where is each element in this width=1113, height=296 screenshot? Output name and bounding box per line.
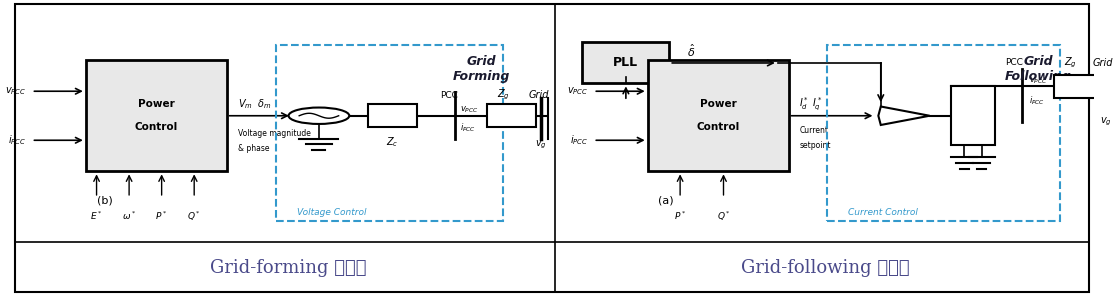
Text: Grid-forming 컴버터: Grid-forming 컴버터 [209, 259, 366, 277]
Text: & phase: & phase [237, 144, 269, 152]
Text: $i_{PCC}$: $i_{PCC}$ [1030, 95, 1045, 107]
FancyBboxPatch shape [648, 60, 789, 171]
Text: Control: Control [135, 123, 178, 133]
Text: $i_{PCC}$: $i_{PCC}$ [8, 133, 26, 147]
Text: $E^*$: $E^*$ [90, 210, 102, 222]
FancyBboxPatch shape [487, 104, 535, 128]
Text: Current Control: Current Control [848, 208, 918, 217]
Text: Grid-following 컴버터: Grid-following 컴버터 [740, 259, 909, 277]
Text: $i_{PCC}$: $i_{PCC}$ [570, 133, 588, 147]
Text: (a): (a) [659, 196, 674, 206]
Text: Power: Power [138, 99, 175, 109]
Text: $v_{PCC}$: $v_{PCC}$ [4, 85, 26, 97]
Text: $\hat{\delta}$: $\hat{\delta}$ [687, 43, 696, 59]
Circle shape [288, 107, 349, 124]
Text: Grid
Forming: Grid Forming [453, 55, 510, 83]
Text: $Z_c$: $Z_c$ [967, 109, 979, 123]
Polygon shape [878, 107, 929, 125]
Text: Voltage magnitude: Voltage magnitude [237, 129, 311, 138]
Text: $P^*$: $P^*$ [674, 210, 687, 222]
Text: Grid
Following: Grid Following [1005, 55, 1072, 83]
FancyBboxPatch shape [86, 60, 227, 171]
Text: $P^*$: $P^*$ [156, 210, 168, 222]
Text: $V_m$  $\delta_m$: $V_m$ $\delta_m$ [237, 97, 272, 111]
Text: $v_{PCC}$: $v_{PCC}$ [567, 85, 588, 97]
Text: PLL: PLL [613, 57, 639, 70]
Text: $v_g$: $v_g$ [535, 139, 548, 151]
Text: Grid: Grid [529, 90, 550, 100]
Text: Current: Current [799, 126, 828, 135]
Text: PCC: PCC [440, 91, 459, 100]
FancyBboxPatch shape [582, 42, 669, 83]
Text: $Q^*$: $Q^*$ [187, 210, 201, 223]
Text: $i_{PCC}$: $i_{PCC}$ [460, 121, 476, 134]
Text: $I_d^*$ $I_q^*$: $I_d^*$ $I_q^*$ [799, 95, 823, 113]
Text: PCC: PCC [1005, 59, 1023, 67]
Text: $Q^*$: $Q^*$ [717, 210, 730, 223]
Text: Power: Power [700, 99, 737, 109]
Text: Voltage Control: Voltage Control [297, 208, 366, 217]
Text: $v_{PCC}$: $v_{PCC}$ [1030, 75, 1048, 86]
Text: $Z_g$: $Z_g$ [1064, 56, 1077, 70]
Text: Grid: Grid [1093, 58, 1113, 68]
Text: setpoint: setpoint [799, 141, 831, 149]
Text: $Z_g$: $Z_g$ [496, 88, 510, 102]
FancyBboxPatch shape [952, 86, 995, 145]
Text: $\omega^*$: $\omega^*$ [122, 210, 136, 222]
Text: $v_g$: $v_g$ [1101, 115, 1112, 128]
Text: $v_{PCC}$: $v_{PCC}$ [460, 104, 479, 115]
Text: $Z_c$: $Z_c$ [386, 135, 398, 149]
Text: Control: Control [697, 123, 740, 133]
FancyBboxPatch shape [367, 104, 416, 128]
Text: (b): (b) [97, 196, 112, 206]
FancyBboxPatch shape [1054, 75, 1097, 98]
